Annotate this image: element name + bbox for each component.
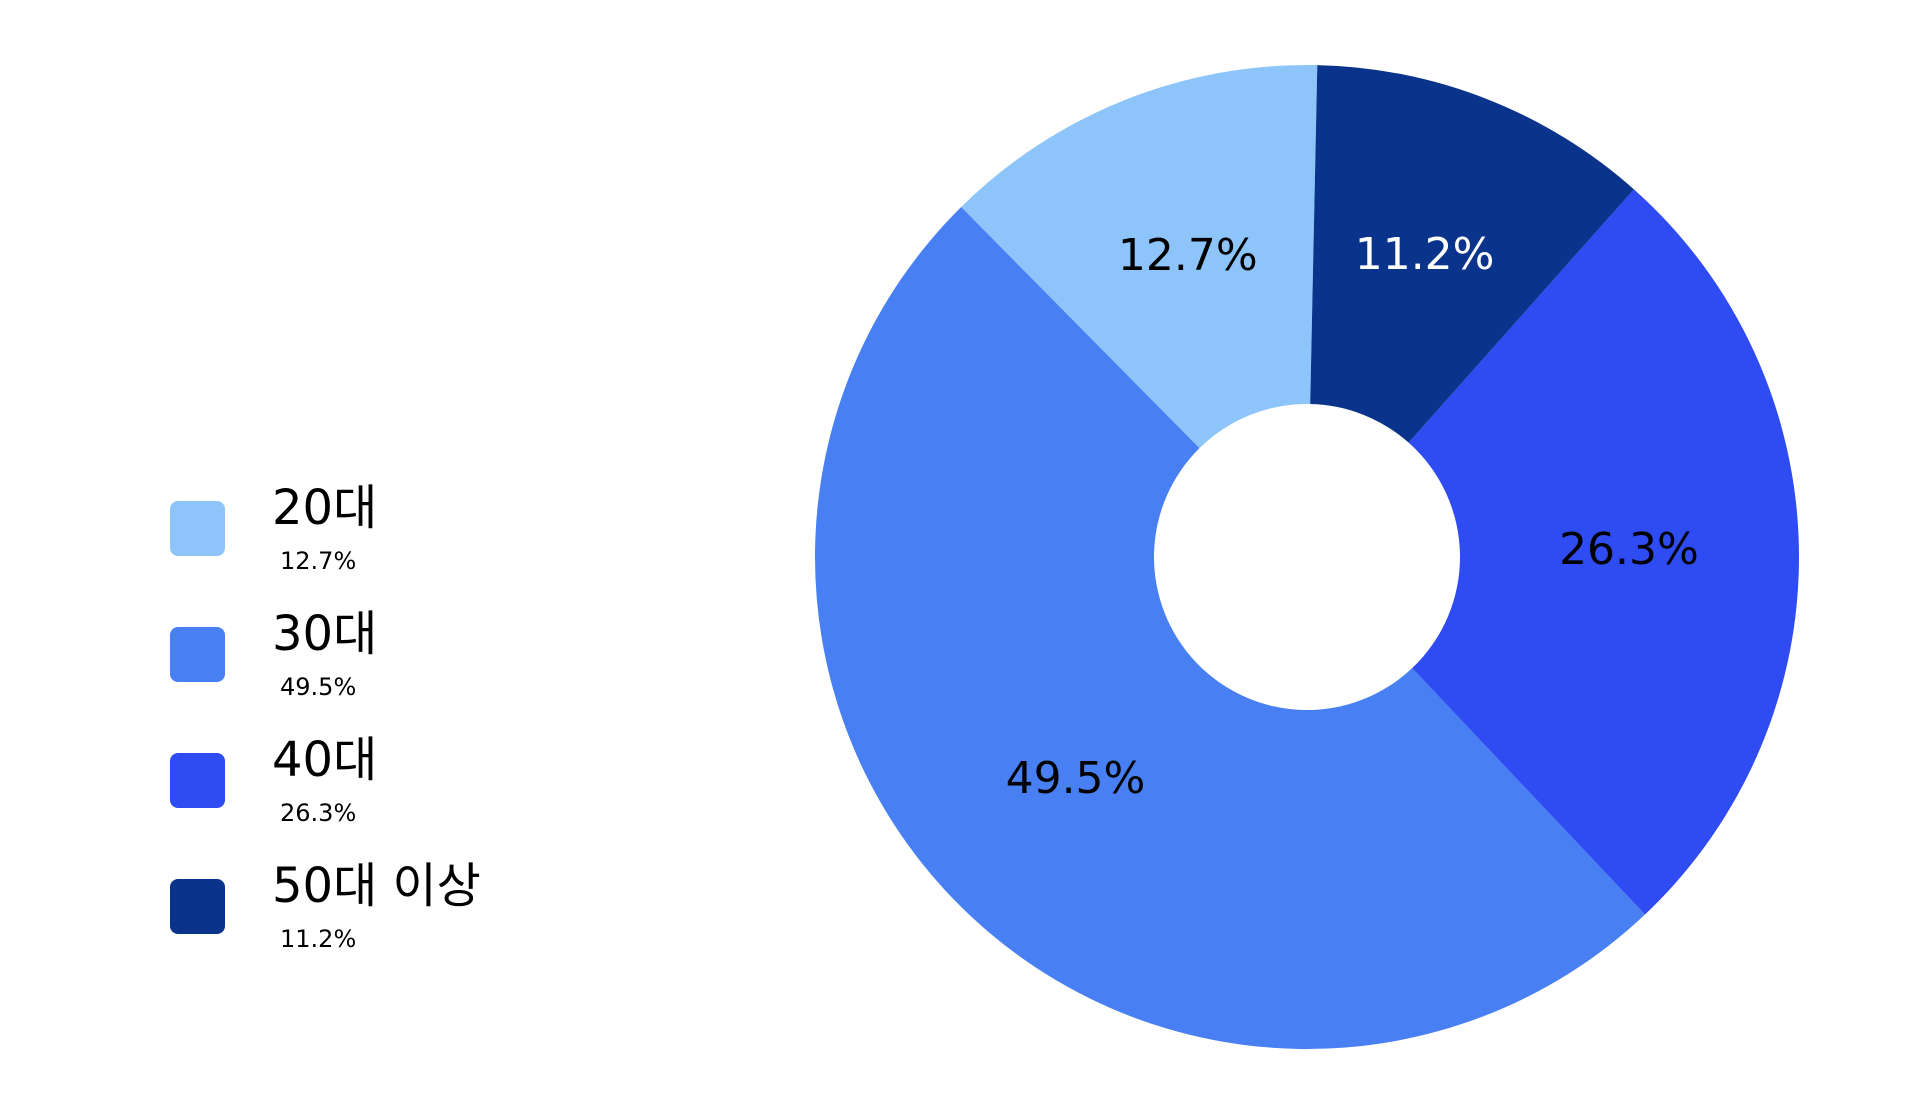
- slice-label: 49.5%: [1006, 753, 1146, 804]
- legend-label: 20대: [272, 480, 377, 536]
- legend-swatch: [170, 627, 225, 682]
- legend-value: 11.2%: [280, 925, 356, 953]
- legend-swatch: [170, 879, 225, 934]
- legend-swatch: [170, 753, 225, 808]
- legend-label: 40대: [272, 732, 377, 788]
- legend-value: 26.3%: [280, 799, 356, 827]
- donut-slice: [1408, 189, 1799, 915]
- donut-slice: [1310, 65, 1634, 443]
- slice-label: 26.3%: [1559, 524, 1699, 575]
- legend-value: 12.7%: [280, 547, 356, 575]
- legend-label: 30대: [272, 606, 377, 662]
- legend-swatch: [170, 501, 225, 556]
- donut-slice: [814, 207, 1646, 1050]
- slice-label: 11.2%: [1355, 229, 1495, 280]
- donut-slice: [961, 65, 1318, 449]
- legend-label: 50대 이상: [272, 858, 481, 914]
- legend-value: 49.5%: [280, 673, 356, 701]
- slice-label: 12.7%: [1118, 230, 1258, 281]
